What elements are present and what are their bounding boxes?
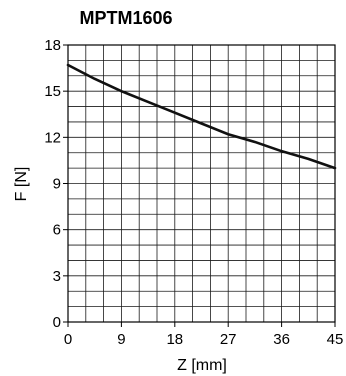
x-axis-label: Z [mm] [177, 357, 227, 374]
y-tick-label: 0 [53, 314, 61, 331]
y-tick-label: 3 [53, 268, 61, 285]
y-tick-label: 6 [53, 222, 61, 239]
y-axis-ticks: 0 3 6 9 12 15 18 [44, 37, 68, 331]
x-tick-label: 36 [273, 331, 290, 348]
y-axis-label: F [N] [13, 167, 30, 202]
x-tick-label: 27 [220, 331, 237, 348]
grid [68, 45, 335, 322]
x-tick-label: 9 [117, 331, 125, 348]
x-tick-label: 0 [64, 331, 72, 348]
chart-title: MPTM1606 [79, 8, 172, 28]
x-axis-ticks: 0 9 18 27 36 45 [64, 322, 344, 348]
y-tick-label: 9 [53, 176, 61, 193]
x-tick-label: 18 [166, 331, 183, 348]
y-tick-label: 12 [44, 129, 61, 146]
y-tick-label: 18 [44, 37, 61, 54]
x-tick-label: 45 [327, 331, 344, 348]
y-tick-label: 15 [44, 83, 61, 100]
